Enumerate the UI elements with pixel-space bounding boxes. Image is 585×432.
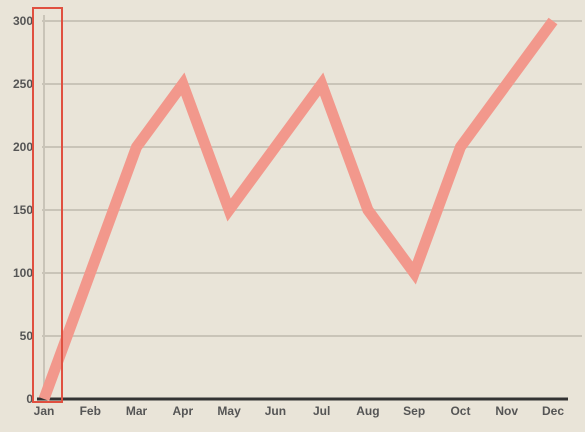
- x-tick-label-mar: Mar: [126, 404, 148, 418]
- x-axis-ticks: Jan Feb Mar Apr May Jun Jul Aug Sep Oct Nov Dec: [34, 404, 565, 418]
- y-tick-label: 0: [26, 392, 33, 406]
- x-tick-label-apr: Apr: [172, 404, 193, 418]
- y-tick-label: 50: [20, 329, 34, 343]
- x-tick-label-jun: Jun: [265, 404, 286, 418]
- y-tick-label: 100: [13, 266, 33, 280]
- series-group: [38, 17, 558, 401]
- x-tick-label-nov: Nov: [495, 404, 518, 418]
- x-tick-label-jan: Jan: [34, 404, 55, 418]
- x-tick-label-feb: Feb: [80, 404, 101, 418]
- y-tick-label: 150: [13, 203, 33, 217]
- x-tick-label-oct: Oct: [450, 404, 470, 418]
- series-line-0: [38, 17, 558, 401]
- x-tick-label-sep: Sep: [403, 404, 425, 418]
- y-tick-label: 200: [13, 140, 33, 154]
- x-tick-label-jul: Jul: [313, 404, 330, 418]
- y-tick-label: 300: [13, 14, 33, 28]
- x-tick-label-aug: Aug: [356, 404, 379, 418]
- gridlines: [42, 15, 582, 399]
- category-highlight-box: [32, 7, 63, 403]
- x-tick-label-dec: Dec: [542, 404, 564, 418]
- y-tick-label: 250: [13, 77, 33, 91]
- y-axis-ticks: 0 50 100 150 200 250 300: [13, 14, 33, 406]
- x-tick-label-may: May: [217, 404, 241, 418]
